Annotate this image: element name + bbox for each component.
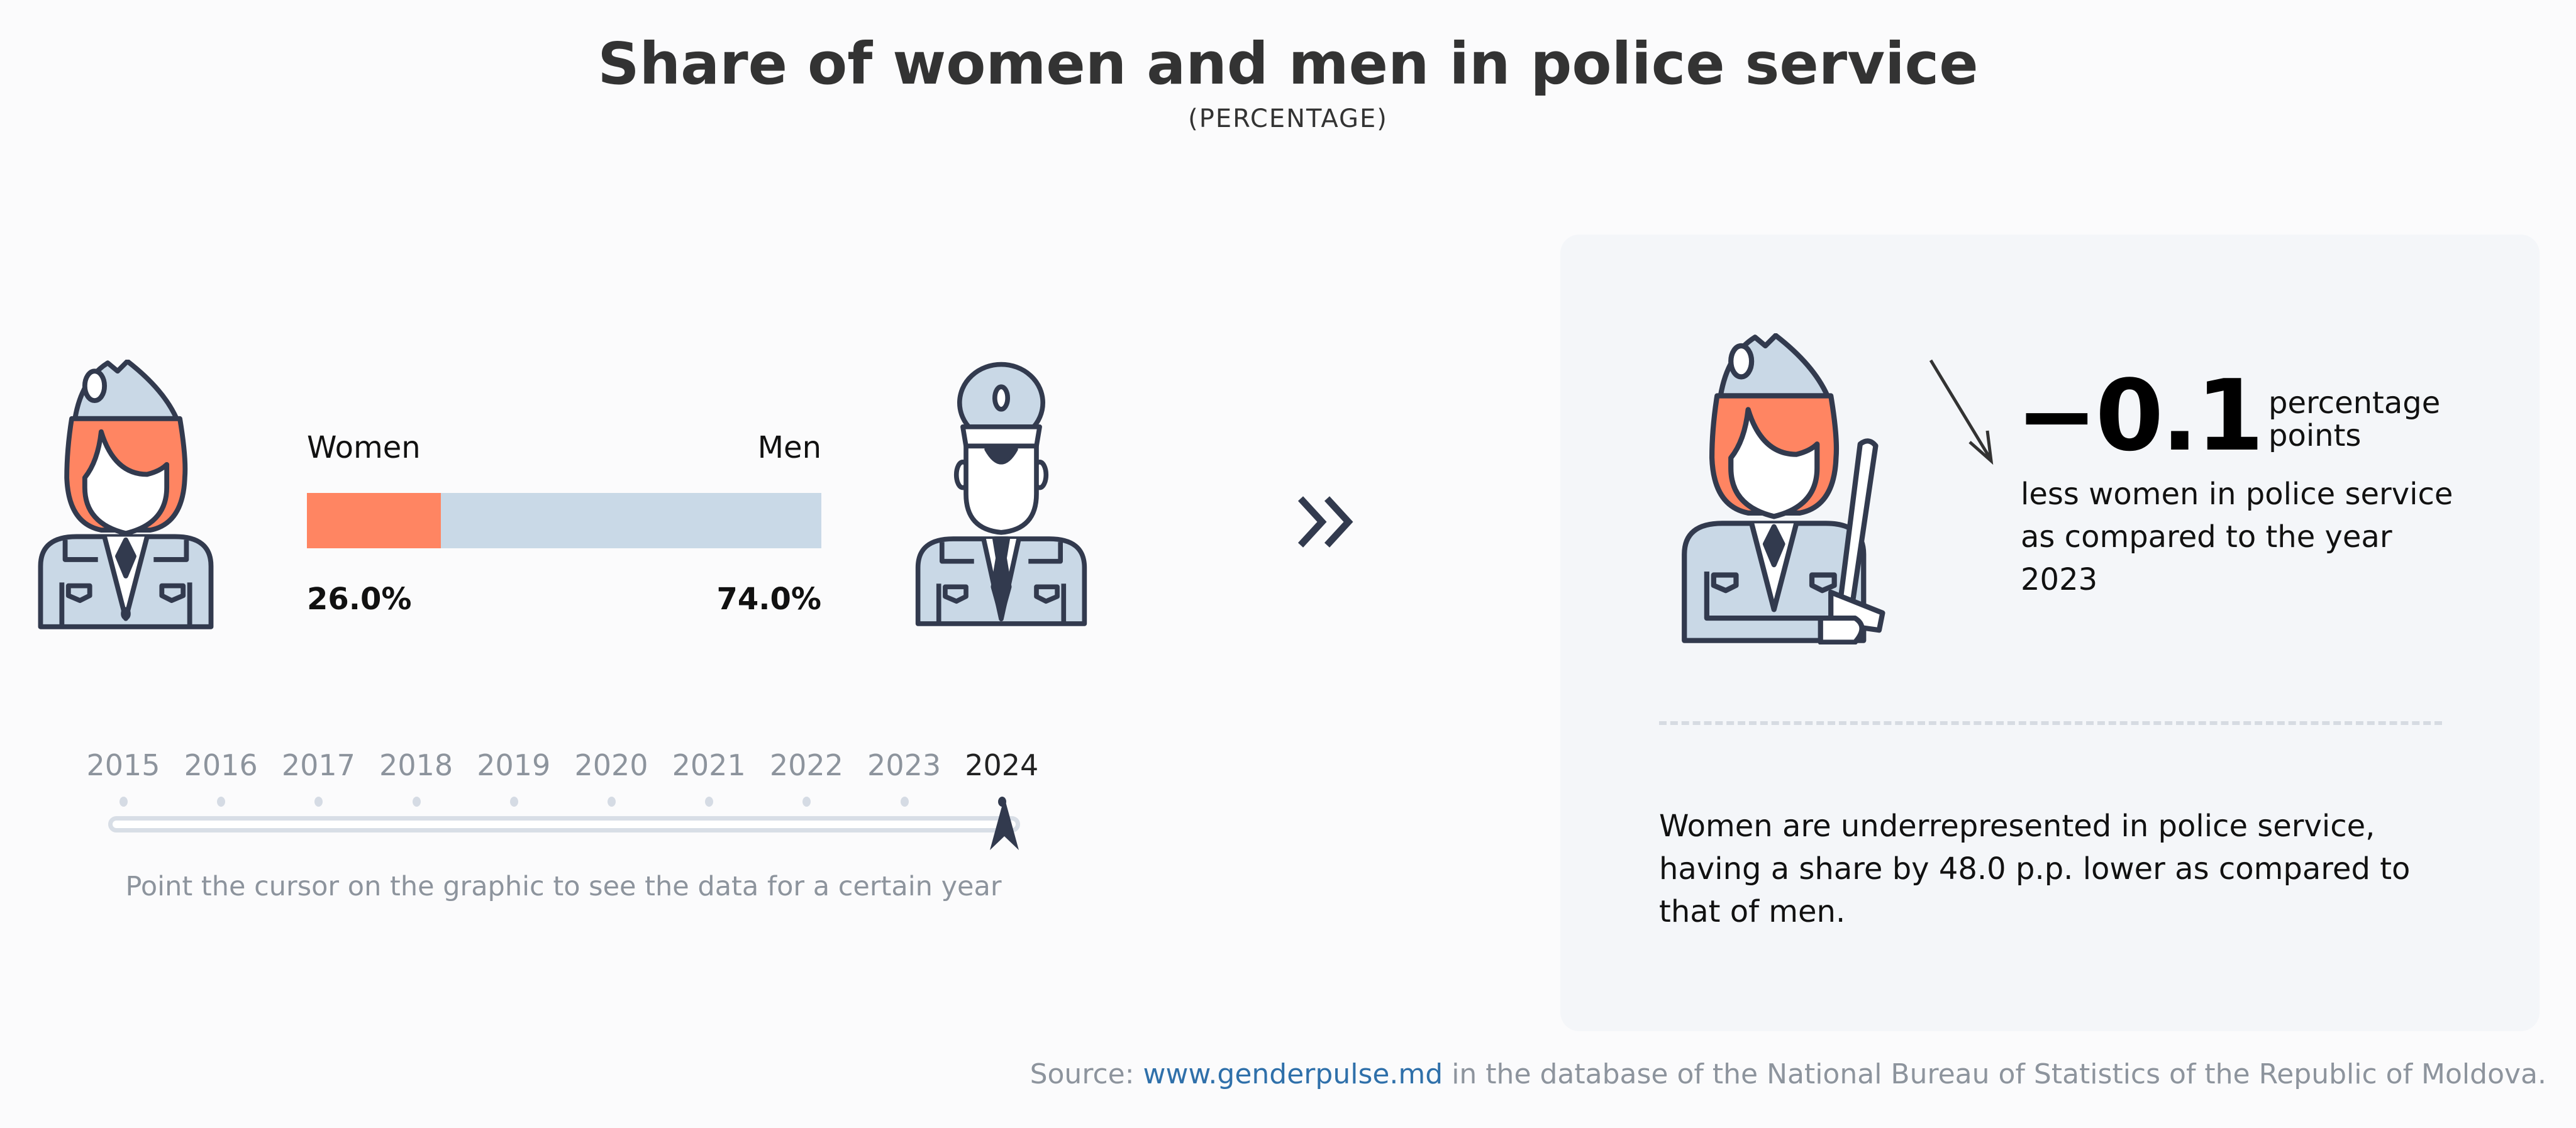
- source-note: Source: www.genderpulse.md in the databa…: [1030, 1058, 2546, 1090]
- timeline-dot[interactable]: [412, 797, 421, 807]
- men-value: 74.0%: [716, 582, 821, 617]
- timeline-year[interactable]: 2019: [477, 748, 551, 782]
- source-prefix: Source:: [1030, 1058, 1143, 1090]
- timeline-dot[interactable]: [608, 797, 616, 807]
- change-unit: percentage points: [2268, 385, 2441, 453]
- page-subtitle: (PERCENTAGE): [1188, 104, 1388, 133]
- timeline-year[interactable]: 2022: [769, 748, 843, 782]
- policeman-icon: [915, 362, 1087, 626]
- source-link[interactable]: www.genderpulse.md: [1143, 1058, 1443, 1090]
- timeline-track[interactable]: [108, 816, 1020, 832]
- timeline-year[interactable]: 2023: [867, 748, 941, 782]
- timeline-year[interactable]: 2016: [184, 748, 258, 782]
- timeline-dot[interactable]: [314, 797, 323, 807]
- down-arrow-icon: [1929, 359, 1994, 465]
- policewoman-baton-icon: [1682, 333, 1885, 644]
- men-label: Men: [757, 430, 821, 465]
- change-text: less women in police service as compared…: [2021, 477, 2453, 597]
- timeline-dot[interactable]: [217, 797, 226, 807]
- timeline-dot[interactable]: [705, 797, 714, 807]
- timeline-dot[interactable]: [900, 797, 909, 807]
- change-value: −0.1: [2016, 358, 2264, 473]
- source-suffix: in the database of the National Bureau o…: [1443, 1058, 2546, 1090]
- women-value: 26.0%: [307, 582, 412, 617]
- timeline-year[interactable]: 2017: [281, 748, 355, 782]
- timeline-year[interactable]: 2024: [965, 748, 1039, 782]
- summary-text: Women are underrepresented in police ser…: [1659, 809, 2411, 929]
- timeline-year[interactable]: 2015: [86, 748, 160, 782]
- share-bar[interactable]: [307, 493, 821, 548]
- women-label: Women: [307, 430, 421, 465]
- timeline-dot[interactable]: [509, 797, 518, 807]
- timeline-year[interactable]: 2018: [379, 748, 453, 782]
- policewoman-icon: [38, 360, 214, 629]
- share-bar-women[interactable]: [307, 493, 441, 548]
- divider: [1659, 721, 2442, 725]
- timeline-dot[interactable]: [119, 797, 128, 807]
- page-title: Share of women and men in police service: [597, 30, 1979, 97]
- timeline-year[interactable]: 2020: [574, 748, 648, 782]
- timeline-hint: Point the cursor on the graphic to see t…: [125, 871, 1002, 902]
- timeline-dot[interactable]: [802, 797, 811, 807]
- double-chevron-right-icon: [1297, 496, 1353, 548]
- timeline-year[interactable]: 2021: [672, 748, 746, 782]
- timeline-pointer-icon[interactable]: [989, 797, 1020, 851]
